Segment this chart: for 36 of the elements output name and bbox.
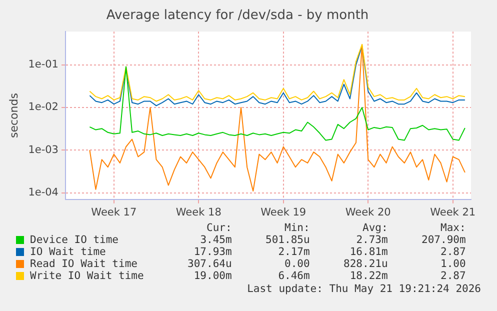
x-tick-label: Week 17	[91, 206, 137, 218]
text: 3.45m	[199, 234, 233, 246]
text: 0.00	[284, 258, 311, 270]
y-axis-title: seconds	[7, 92, 20, 138]
text: Cur:	[206, 222, 233, 234]
text: 207.90m	[420, 234, 467, 246]
text: 2.73m	[355, 234, 389, 246]
text: Max:	[440, 222, 467, 234]
y-tick-label: 1e-01	[28, 58, 58, 71]
text: Avg:	[362, 222, 389, 234]
text: Min:	[284, 222, 311, 234]
text: 828.21u	[342, 258, 389, 270]
x-tick-label: Week 20	[345, 206, 391, 218]
x-tick-label: Week 19	[260, 206, 306, 218]
text: Last update: Thu May 21 19:21:24 2026	[247, 283, 481, 295]
chart-title: Average latency for /dev/sda - by month	[106, 8, 369, 24]
text: 17.93m	[192, 246, 233, 258]
legend-label: Write IO Wait time	[29, 270, 145, 282]
x-tick-label: Week 18	[176, 206, 222, 218]
legend-label: Device IO time	[29, 234, 120, 246]
legend-label: IO Wait time	[29, 246, 107, 258]
text: 1.00	[440, 258, 467, 270]
legend-label: Read IO Wait time	[29, 258, 138, 270]
text: 307.64u	[186, 258, 233, 270]
text: 18.22m	[348, 270, 389, 282]
text: 16.81m	[348, 246, 389, 258]
text: 2.17m	[277, 246, 311, 258]
text: 6.46m	[277, 270, 311, 282]
y-tick-label: 1e-03	[28, 144, 58, 156]
text: 501.85u	[264, 234, 311, 246]
text: 2.87	[440, 246, 467, 258]
y-tick-label: 1e-02	[28, 101, 58, 114]
y-tick-label: 1e-04	[28, 186, 59, 199]
x-tick-label: Week 21	[430, 206, 476, 218]
text: 2.87	[440, 270, 467, 282]
text: 19.00m	[192, 270, 233, 282]
